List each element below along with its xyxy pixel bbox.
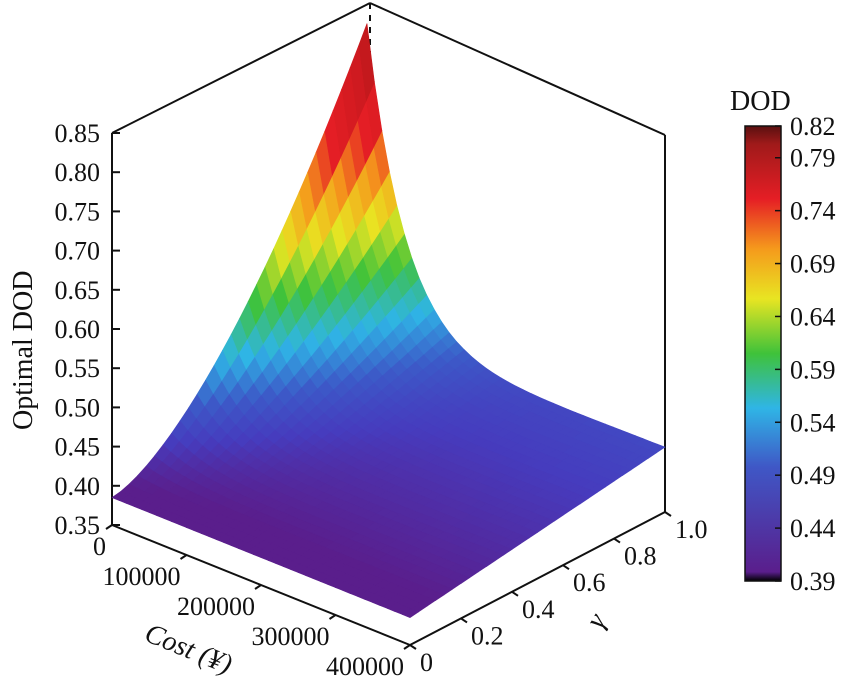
z-tick-label: 0.40 bbox=[55, 472, 101, 501]
x-tick-label: 100000 bbox=[103, 562, 181, 591]
x-tick-mark bbox=[254, 584, 262, 590]
box-edge-bottom-right bbox=[409, 511, 666, 646]
z-tick-label: 0.70 bbox=[55, 237, 101, 266]
colorbar-tick-label: 0.64 bbox=[790, 302, 836, 331]
z-tick-label: 0.50 bbox=[55, 393, 101, 422]
surface-patch bbox=[111, 491, 129, 501]
y-tick-mark bbox=[511, 590, 519, 597]
box-edge-top-left bbox=[111, 2, 371, 134]
z-tick-label: 0.80 bbox=[55, 158, 101, 187]
y-tick-label: 0.6 bbox=[573, 568, 606, 597]
x-tick-label: 200000 bbox=[177, 592, 255, 621]
y-tick-label: 0.8 bbox=[624, 542, 657, 571]
colorbar-tick-label: 0.69 bbox=[790, 250, 836, 279]
y-tick-mark bbox=[613, 537, 621, 544]
colorbar-tick-label: 0.49 bbox=[790, 461, 836, 490]
surface bbox=[111, 23, 666, 618]
z-tick-label: 0.85 bbox=[55, 119, 101, 148]
z-axis-ticks: 0.35 0.40 0.45 0.50 0.55 0.60 0.65 0.70 0.75 0.80… bbox=[55, 119, 120, 540]
colorbar-tick-label: 0.39 bbox=[790, 567, 836, 596]
x-axis-title: Cost (¥) bbox=[140, 618, 236, 681]
colorbar-gradient bbox=[744, 125, 782, 582]
colorbar-title: DOD bbox=[730, 86, 791, 117]
x-tick-label: 0 bbox=[93, 532, 106, 561]
x-tick-mark bbox=[105, 524, 113, 530]
x-tick-label: 300000 bbox=[252, 622, 330, 651]
colorbar-tick-label: 0.59 bbox=[790, 355, 836, 384]
colorbar-tick-label: 0.82 bbox=[790, 112, 836, 141]
y-tick-label: 1.0 bbox=[675, 515, 708, 544]
colorbar-tick-label: 0.54 bbox=[790, 408, 836, 437]
colorbar-tick-label: 0.74 bbox=[790, 197, 836, 226]
x-tick-mark bbox=[328, 614, 337, 620]
y-tick-mark bbox=[562, 564, 570, 571]
box-edge-top-right bbox=[369, 2, 666, 136]
y-axis-ticks: 0 0.2 0.4 0.6 0.8 1.0 bbox=[409, 511, 708, 677]
x-tick-mark bbox=[179, 554, 188, 560]
z-tick-label: 0.35 bbox=[55, 511, 101, 540]
y-tick-mark bbox=[460, 617, 468, 624]
colorbar-tick-label: 0.79 bbox=[790, 144, 836, 173]
y-tick-label: 0.4 bbox=[522, 595, 555, 624]
y-tick-mark bbox=[664, 511, 672, 517]
y-tick-label: 0 bbox=[420, 648, 433, 677]
z-axis-title: Optimal DOD bbox=[8, 271, 39, 430]
z-tick-label: 0.60 bbox=[55, 315, 101, 344]
z-tick-label: 0.55 bbox=[55, 354, 101, 383]
z-tick-label: 0.75 bbox=[55, 197, 101, 226]
y-tick-mark bbox=[409, 644, 417, 650]
z-tick-label: 0.65 bbox=[55, 276, 101, 305]
x-tick-mark bbox=[403, 644, 411, 650]
y-tick-label: 0.2 bbox=[471, 621, 504, 650]
colorbar: DOD 0.82 0.79 0.74 0.69 0.64 0.59 0.54 0.49 0.44… bbox=[730, 86, 836, 596]
x-tick-label: 400000 bbox=[326, 652, 404, 681]
colorbar-tick-label: 0.44 bbox=[790, 514, 836, 543]
z-tick-label: 0.45 bbox=[55, 433, 101, 462]
colorbar-ticks: 0.82 0.79 0.74 0.69 0.64 0.59 0.54 0.49 0.44 0.39 bbox=[775, 112, 836, 596]
y-axis-title: γ bbox=[580, 608, 613, 634]
